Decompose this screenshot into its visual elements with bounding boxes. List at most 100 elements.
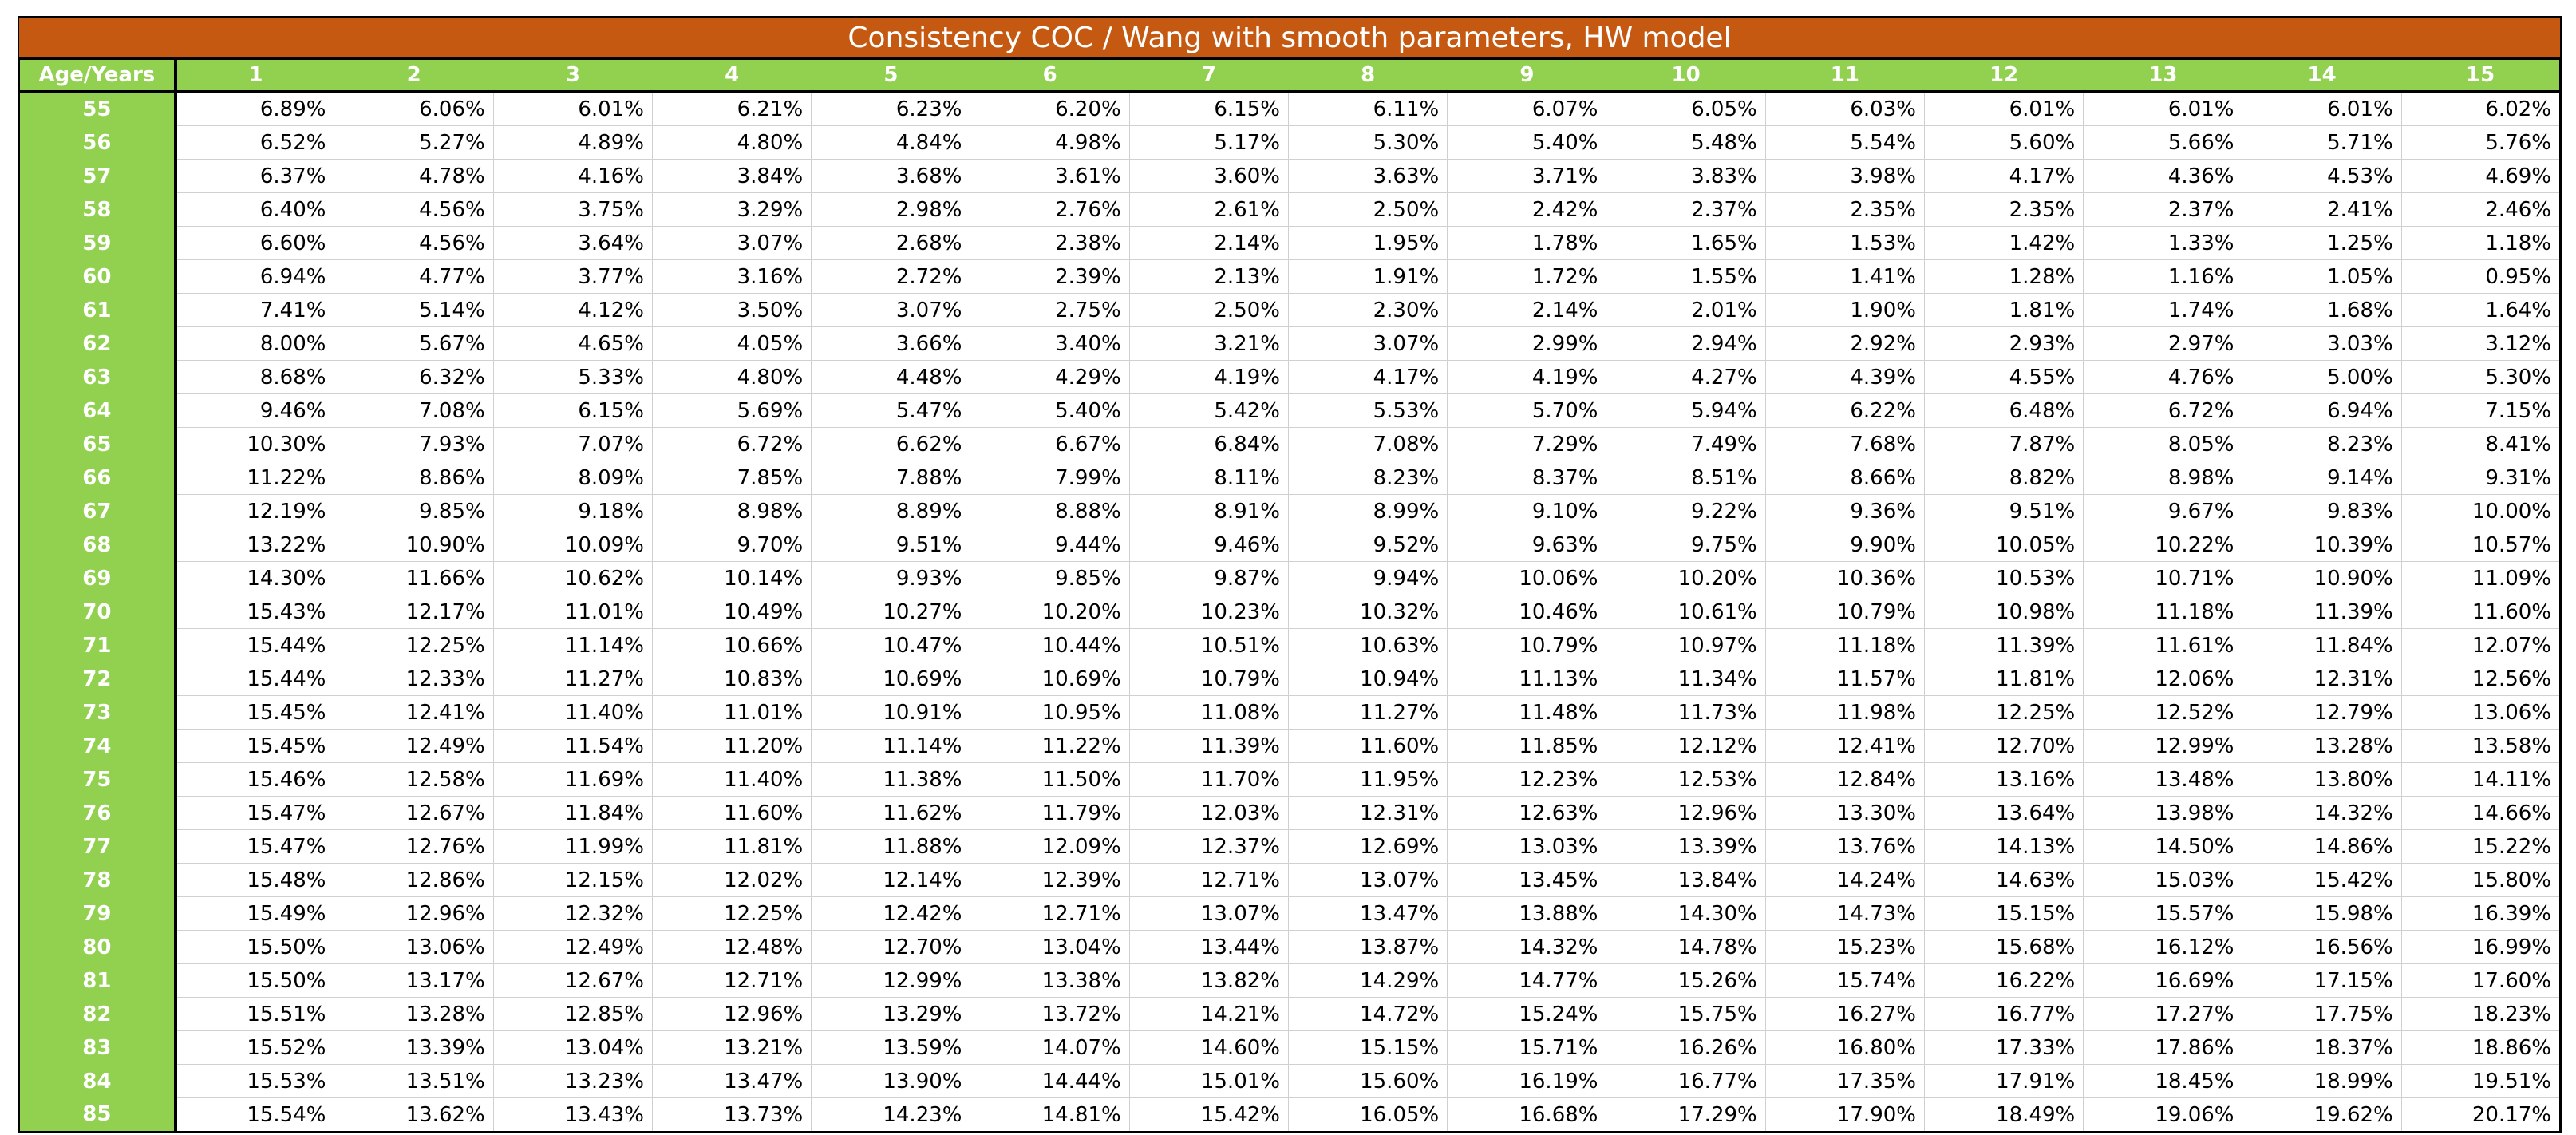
value-cell[interactable]: 15.03% (2083, 863, 2243, 897)
value-cell[interactable]: 3.83% (1606, 159, 1766, 193)
value-cell[interactable]: 9.31% (2401, 461, 2561, 495)
value-cell[interactable]: 7.29% (1447, 427, 1607, 461)
value-cell[interactable]: 14.66% (2401, 796, 2561, 830)
value-cell[interactable]: 11.14% (493, 628, 653, 662)
value-cell[interactable]: 9.90% (1765, 528, 1925, 562)
value-cell[interactable]: 13.47% (1288, 896, 1448, 931)
value-cell[interactable]: 13.29% (811, 997, 971, 1031)
value-cell[interactable]: 10.14% (652, 561, 812, 595)
value-cell[interactable]: 5.47% (811, 393, 971, 428)
value-cell[interactable]: 9.93% (811, 561, 971, 595)
value-cell[interactable]: 5.27% (334, 125, 494, 160)
value-cell[interactable]: 14.44% (970, 1064, 1130, 1098)
value-cell[interactable]: 3.03% (2242, 326, 2402, 361)
value-cell[interactable]: 17.33% (1924, 1030, 2084, 1065)
value-cell[interactable]: 2.01% (1606, 293, 1766, 327)
value-cell[interactable]: 10.94% (1288, 662, 1448, 696)
value-cell[interactable]: 6.01% (493, 91, 653, 126)
value-cell[interactable]: 11.34% (1606, 662, 1766, 696)
value-cell[interactable]: 10.44% (970, 628, 1130, 662)
value-cell[interactable]: 5.69% (652, 393, 812, 428)
value-cell[interactable]: 20.17% (2471, 1102, 2551, 1127)
value-cell[interactable]: 10.79% (1129, 662, 1289, 696)
value-cell[interactable]: 13.45% (1447, 863, 1607, 897)
value-cell[interactable]: 10.49% (652, 595, 812, 629)
value-cell[interactable]: 15.74% (1765, 963, 1925, 998)
value-cell[interactable]: 5.40% (970, 393, 1130, 428)
value-cell[interactable]: 10.79% (1447, 628, 1607, 662)
value-cell[interactable]: 12.25% (1924, 695, 2084, 730)
value-cell[interactable]: 6.72% (2083, 393, 2243, 428)
value-cell[interactable]: 12.70% (811, 930, 971, 964)
value-cell[interactable]: 13.06% (2401, 695, 2561, 730)
value-cell[interactable]: 7.15% (2401, 393, 2561, 428)
value-cell[interactable]: 6.01% (2242, 91, 2402, 126)
value-cell[interactable]: 1.78% (1447, 226, 1607, 260)
value-cell[interactable]: 11.62% (811, 796, 971, 830)
value-cell[interactable]: 6.22% (1765, 393, 1925, 428)
value-cell[interactable]: 10.71% (2083, 561, 2243, 595)
value-cell[interactable]: 5.30% (1288, 125, 1448, 160)
value-cell[interactable]: 16.56% (2242, 930, 2402, 964)
value-cell[interactable]: 12.25% (334, 628, 494, 662)
value-cell[interactable]: 8.82% (1924, 461, 2084, 495)
value-cell[interactable]: 8.86% (334, 461, 494, 495)
value-cell[interactable]: 8.00% (175, 326, 335, 361)
value-cell[interactable]: 16.27% (1765, 997, 1925, 1031)
value-cell[interactable]: 10.57% (2401, 528, 2561, 562)
value-cell[interactable]: 12.56% (2401, 662, 2561, 696)
value-cell[interactable]: 13.04% (970, 930, 1130, 964)
value-cell[interactable]: 8.51% (1606, 461, 1766, 495)
value-cell[interactable]: 1.91% (1288, 259, 1448, 294)
value-cell[interactable]: 2.61% (1129, 192, 1289, 227)
value-cell[interactable]: 9.51% (1924, 494, 2084, 528)
value-cell[interactable]: 2.92% (1765, 326, 1925, 361)
value-cell[interactable]: 5.40% (1447, 125, 1607, 160)
value-cell[interactable]: 11.73% (1606, 695, 1766, 730)
value-cell[interactable]: 12.48% (652, 930, 812, 964)
value-cell[interactable]: 4.78% (334, 159, 494, 193)
value-cell[interactable]: 14.21% (1129, 997, 1289, 1031)
value-cell[interactable]: 12.37% (1129, 829, 1289, 864)
value-cell[interactable]: 12.71% (1129, 863, 1289, 897)
value-cell[interactable]: 14.73% (1765, 896, 1925, 931)
value-cell[interactable]: 16.26% (1606, 1030, 1766, 1065)
value-cell[interactable]: 8.98% (2083, 461, 2243, 495)
value-cell[interactable]: 15.60% (1288, 1064, 1448, 1098)
value-cell[interactable]: 2.94% (1606, 326, 1766, 361)
value-cell[interactable]: 11.54% (493, 729, 653, 763)
value-cell[interactable]: 2.30% (1288, 293, 1448, 327)
value-cell[interactable]: 1.16% (2083, 259, 2243, 294)
value-cell[interactable]: 14.30% (1606, 896, 1766, 931)
value-cell[interactable]: 13.44% (1129, 930, 1289, 964)
value-cell[interactable]: 2.14% (1129, 226, 1289, 260)
value-cell[interactable]: 6.60% (175, 226, 335, 260)
value-cell[interactable]: 11.20% (652, 729, 812, 763)
value-cell[interactable]: 15.23% (1765, 930, 1925, 964)
value-cell[interactable]: 4.84% (811, 125, 971, 160)
value-cell[interactable]: 3.12% (2401, 326, 2561, 361)
value-cell[interactable]: 15.71% (1447, 1030, 1607, 1065)
value-cell[interactable]: 9.87% (1129, 561, 1289, 595)
value-cell[interactable]: 1.64% (2401, 293, 2561, 327)
value-cell[interactable]: 12.70% (1924, 729, 2084, 763)
value-cell[interactable]: 6.32% (334, 360, 494, 394)
value-cell[interactable]: 9.36% (1765, 494, 1925, 528)
value-cell[interactable]: 18.49% (1924, 1097, 2084, 1133)
value-cell[interactable]: 13.21% (652, 1030, 812, 1065)
value-cell[interactable]: 13.17% (334, 963, 494, 998)
value-cell[interactable]: 8.68% (175, 360, 335, 394)
value-cell[interactable]: 11.18% (2083, 595, 2243, 629)
value-cell[interactable]: 3.71% (1447, 159, 1607, 193)
value-cell[interactable]: 13.84% (1606, 863, 1766, 897)
value-cell[interactable]: 15.57% (2083, 896, 2243, 931)
value-cell[interactable]: 6.15% (493, 393, 653, 428)
value-cell[interactable]: 3.29% (652, 192, 812, 227)
value-cell[interactable]: 5.33% (493, 360, 653, 394)
value-cell[interactable]: 9.10% (1447, 494, 1607, 528)
value-cell[interactable]: 15.98% (2242, 896, 2402, 931)
value-cell[interactable]: 6.94% (175, 259, 335, 294)
value-cell[interactable]: 3.77% (493, 259, 653, 294)
value-cell[interactable]: 12.84% (1765, 762, 1925, 797)
value-cell[interactable]: 9.14% (2242, 461, 2402, 495)
